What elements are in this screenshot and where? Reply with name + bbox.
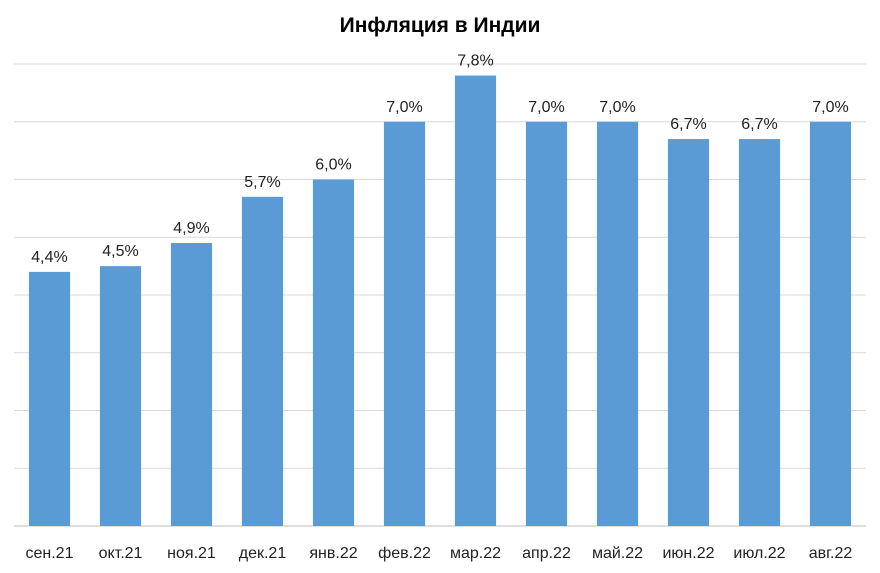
x-tick-label: янв.22 <box>309 545 357 562</box>
data-label: 6,7% <box>741 116 777 133</box>
bar <box>667 139 710 526</box>
x-tick-label: июн.22 <box>662 545 714 562</box>
x-tick-label: мар.22 <box>450 545 501 562</box>
x-tick-label: дек.21 <box>239 545 287 562</box>
bar <box>383 121 426 526</box>
x-tick-label: сен.21 <box>26 545 74 562</box>
bar <box>28 271 71 526</box>
bar <box>312 179 355 526</box>
data-label: 4,4% <box>31 249 67 266</box>
data-labels: 4,4% 4,5% 4,9% 5,7% 6,0% 7,0% 7,8% 7,0% 7,0% 6,7%… <box>31 53 848 266</box>
data-label: 4,9% <box>173 220 209 237</box>
data-label: 7,8% <box>457 53 493 70</box>
data-label: 4,5% <box>102 243 138 260</box>
bars <box>28 75 852 527</box>
data-label: 6,0% <box>315 157 351 174</box>
x-axis-ticks: сен.21 окт.21 ноя.21 дек.21 янв.22 фев.22 мар.… <box>26 545 853 562</box>
bar <box>525 121 568 526</box>
bar <box>809 121 852 526</box>
data-label: 6,7% <box>670 116 706 133</box>
chart-title: Инфляция в Индии <box>339 14 541 37</box>
data-label: 5,7% <box>244 174 280 191</box>
gridlines <box>14 63 866 527</box>
bar <box>454 75 497 527</box>
data-label: 7,0% <box>812 99 848 116</box>
x-tick-label: ноя.21 <box>167 545 216 562</box>
bar <box>170 243 213 526</box>
data-label: 7,0% <box>386 99 422 116</box>
bar <box>596 121 639 526</box>
bar <box>99 266 142 526</box>
x-tick-label: май.22 <box>592 545 643 562</box>
x-tick-label: июл.22 <box>733 545 785 562</box>
x-tick-label: апр.22 <box>522 545 571 562</box>
data-label: 7,0% <box>528 99 564 116</box>
data-label: 7,0% <box>599 99 635 116</box>
x-tick-label: окт.21 <box>99 545 143 562</box>
x-tick-label: авг.22 <box>809 545 853 562</box>
x-tick-label: фев.22 <box>378 545 431 562</box>
bar <box>738 139 781 526</box>
bar <box>241 196 284 526</box>
